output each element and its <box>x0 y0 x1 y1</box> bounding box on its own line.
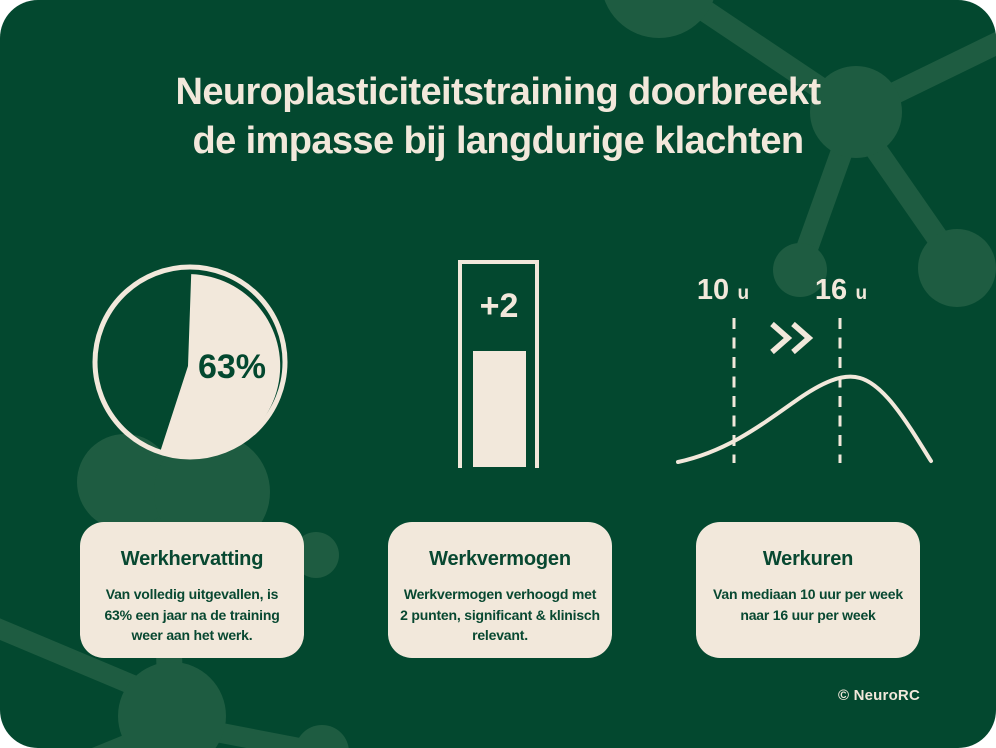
page-title-line1: Neuroplasticiteitstraining doorbreekt <box>175 71 821 113</box>
bar-value-label: +2 <box>480 287 519 325</box>
bar-fill <box>473 351 526 467</box>
page-title: Neuroplasticiteitstraining doorbreekt de… <box>0 68 996 166</box>
card-body: Van volledig uitgevallen, is 63% een jaa… <box>104 586 280 643</box>
card-title: Werkvermogen <box>429 548 571 570</box>
card-title: Werkhervatting <box>120 548 264 570</box>
molecule-decoration-top-right <box>604 0 996 307</box>
card-body: Werkvermogen verhoogd met 2 punten, sign… <box>400 586 600 643</box>
card-werkhervatting: Werkhervatting Van volledig uitgevallen,… <box>80 522 304 658</box>
card-werkuren: Werkuren Van mediaan 10 uur per week naa… <box>696 522 920 658</box>
bar-chart: +2 <box>458 260 539 468</box>
distribution-curve <box>676 374 933 464</box>
pie-chart: 63% <box>92 264 288 460</box>
stat-cards: Werkhervatting Van volledig uitgevallen,… <box>0 522 996 658</box>
card-title: Werkuren <box>762 548 854 570</box>
page-title-line2: de impasse bij langdurige klachten <box>192 120 805 162</box>
pie-wedge <box>159 274 281 459</box>
bar-outline <box>458 260 539 468</box>
pie-value-label: 63% <box>198 348 266 386</box>
chevron-right-icon <box>770 321 814 355</box>
copyright-credit: © NeuroRC <box>837 687 920 704</box>
card-body: Van mediaan 10 uur per week naar 16 uur … <box>713 586 903 623</box>
hours-to-label: 16 u <box>815 274 867 306</box>
hours-from-label: 10 u <box>697 274 749 306</box>
hours-chart: 10 u 16 u <box>676 274 933 464</box>
card-werkvermogen: Werkvermogen Werkvermogen verhoogd met 2… <box>388 522 612 658</box>
